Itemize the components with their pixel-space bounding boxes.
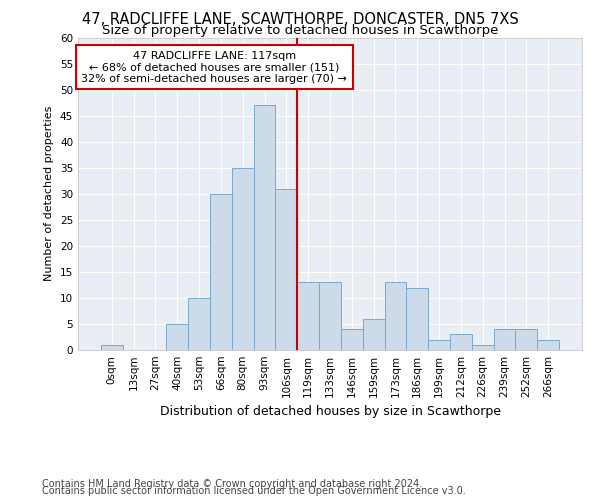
Text: Contains public sector information licensed under the Open Government Licence v3: Contains public sector information licen… [42,486,466,496]
Bar [188,298,210,350]
Text: 47, RADCLIFFE LANE, SCAWTHORPE, DONCASTER, DN5 7XS: 47, RADCLIFFE LANE, SCAWTHORPE, DONCASTE… [82,12,518,28]
Y-axis label: Number of detached properties: Number of detached properties [44,106,55,282]
Bar [341,329,363,350]
Text: Contains HM Land Registry data © Crown copyright and database right 2024.: Contains HM Land Registry data © Crown c… [42,479,422,489]
Bar [537,340,559,350]
Bar [275,188,297,350]
Bar [472,345,494,350]
Bar [101,345,123,350]
Bar [494,329,515,350]
Bar [297,282,319,350]
Bar [319,282,341,350]
Bar [166,324,188,350]
Bar [515,329,537,350]
Bar [428,340,450,350]
Bar [232,168,254,350]
Bar [363,319,385,350]
Text: 47 RADCLIFFE LANE: 117sqm
← 68% of detached houses are smaller (151)
32% of semi: 47 RADCLIFFE LANE: 117sqm ← 68% of detac… [82,50,347,84]
Text: Size of property relative to detached houses in Scawthorpe: Size of property relative to detached ho… [102,24,498,37]
Bar [254,105,275,350]
Bar [210,194,232,350]
Bar [450,334,472,350]
X-axis label: Distribution of detached houses by size in Scawthorpe: Distribution of detached houses by size … [160,406,500,418]
Bar [406,288,428,350]
Bar [385,282,406,350]
